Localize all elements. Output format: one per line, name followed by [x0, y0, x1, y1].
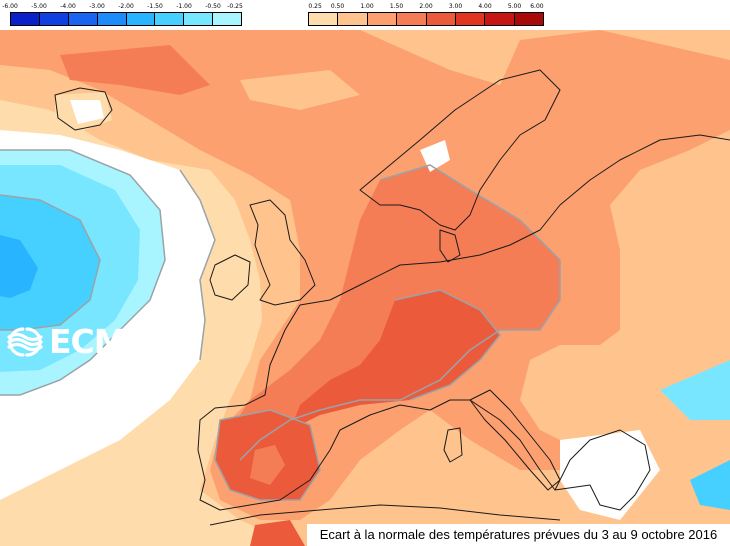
neutral-anomaly-norway	[420, 140, 450, 172]
coast-scandinavia	[359, 69, 561, 231]
warm-tick: 0.50	[330, 3, 345, 10]
cold-anomaly-legend: -6.00 -5.00 -4.00 -3.00 -2.00 -1.50 -1.0…	[2, 3, 243, 27]
coast-iceland	[54, 87, 113, 131]
coast-continent-north	[299, 134, 730, 306]
cold-tick: -2.00	[118, 3, 134, 10]
warm-anomaly-legend: 0.25 0.50 1.00 1.50 2.00 3.00 4.00 5.00 …	[308, 3, 544, 27]
ecmwf-logo-text: ECMWF	[49, 322, 184, 361]
coast-balkans	[554, 429, 651, 511]
legend-swatch	[97, 13, 127, 25]
legend-swatch	[126, 13, 156, 25]
cold-anomaly-zone-150	[0, 235, 38, 298]
cold-anomaly-zone-100	[0, 195, 100, 330]
ecmwf-waves-icon	[7, 327, 43, 357]
legend-swatch	[367, 13, 398, 25]
warm-tick: 1.50	[389, 3, 404, 10]
cold-anomaly-zone-east-2	[690, 460, 730, 510]
legend-swatch	[11, 13, 40, 25]
map-caption: Ecart à la normale des températures prév…	[307, 524, 730, 546]
legend-swatch	[455, 13, 486, 25]
cold-legend-ticks: -6.00 -5.00 -4.00 -3.00 -2.00 -1.50 -1.0…	[2, 3, 243, 12]
coastlines	[54, 69, 730, 526]
legend-swatch	[338, 13, 368, 25]
coast-great-britain	[249, 199, 316, 306]
legend-swatch	[68, 13, 98, 25]
legend-swatch	[184, 13, 214, 25]
legend-swatch	[39, 13, 69, 25]
cold-tick: -3.00	[89, 3, 105, 10]
warm-anomaly-zone-200-africa	[250, 520, 305, 546]
legend-swatch	[309, 13, 339, 25]
cold-tick: -4.00	[60, 3, 76, 10]
legend-swatch	[397, 13, 427, 25]
coast-ireland	[209, 254, 251, 301]
cold-tick: -6.00	[2, 3, 18, 10]
coast-iberia	[197, 304, 341, 511]
warm-anomaly-zone-150-north	[60, 45, 210, 95]
cold-legend-colorbar	[10, 12, 242, 26]
coast-sardinia	[443, 427, 463, 463]
cold-tick: -1.50	[147, 3, 163, 10]
legend-swatch	[213, 13, 241, 25]
warm-tick: 2.00	[419, 3, 433, 10]
legend-swatch	[514, 13, 543, 25]
coast-denmark	[439, 229, 461, 263]
warm-legend-ticks: 0.25 0.50 1.00 1.50 2.00 3.00 4.00 5.00 …	[308, 3, 544, 12]
warm-tick: 6.00	[530, 3, 544, 10]
legend-swatch	[485, 13, 515, 25]
warm-tick: 4.00	[478, 3, 492, 10]
neutral-anomaly-balkans	[560, 430, 660, 520]
cold-tick: -0.50	[205, 3, 221, 10]
warm-tick: 5.00	[507, 3, 522, 10]
warm-tick: 1.00	[360, 3, 374, 10]
warm-tick: 3.00	[448, 3, 463, 10]
legend-swatch	[426, 13, 456, 25]
cold-tick: -0.25	[227, 3, 243, 10]
warm-anomaly-pocket-iberia	[250, 445, 285, 485]
cold-anomaly-zone-east-1	[660, 360, 730, 420]
legend-swatch	[155, 13, 185, 25]
cold-tick: -5.00	[31, 3, 47, 10]
warm-anomaly-zone-200-central	[290, 290, 500, 430]
warm-legend-colorbar	[308, 12, 544, 26]
coast-mediterranean-north	[339, 399, 556, 491]
coast-north-africa	[209, 504, 561, 526]
neutral-anomaly-iceland	[70, 100, 104, 124]
warm-anomaly-pocket-north-sea	[240, 70, 360, 110]
ecmwf-logo: ECMWF	[3, 323, 185, 361]
warm-tick: 0.25	[308, 3, 322, 10]
cold-tick: -1.00	[176, 3, 192, 10]
